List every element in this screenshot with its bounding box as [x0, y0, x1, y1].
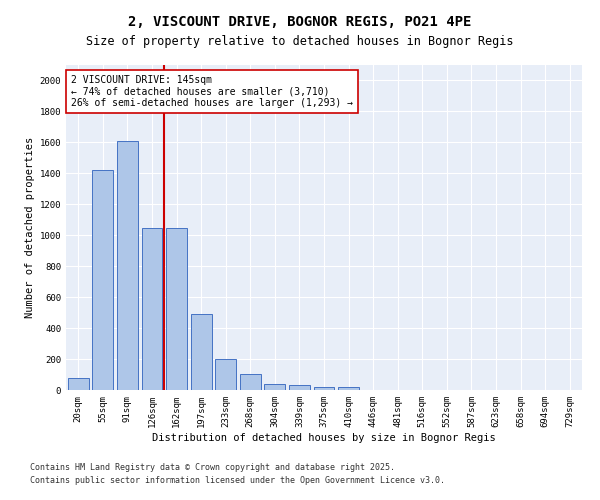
X-axis label: Distribution of detached houses by size in Bognor Regis: Distribution of detached houses by size … — [152, 432, 496, 442]
Bar — [289, 386, 310, 390]
Bar — [191, 314, 212, 390]
Text: Contains public sector information licensed under the Open Government Licence v3: Contains public sector information licen… — [30, 476, 445, 485]
Text: Contains HM Land Registry data © Crown copyright and database right 2025.: Contains HM Land Registry data © Crown c… — [30, 464, 395, 472]
Bar — [338, 387, 359, 390]
Bar — [142, 228, 163, 390]
Bar — [92, 170, 113, 390]
Text: 2 VISCOUNT DRIVE: 145sqm
← 74% of detached houses are smaller (3,710)
26% of sem: 2 VISCOUNT DRIVE: 145sqm ← 74% of detach… — [71, 74, 353, 108]
Bar — [215, 359, 236, 390]
Text: 2, VISCOUNT DRIVE, BOGNOR REGIS, PO21 4PE: 2, VISCOUNT DRIVE, BOGNOR REGIS, PO21 4P… — [128, 15, 472, 29]
Bar — [240, 374, 261, 390]
Bar — [117, 141, 138, 390]
Bar — [68, 378, 89, 390]
Bar — [166, 228, 187, 390]
Y-axis label: Number of detached properties: Number of detached properties — [25, 137, 35, 318]
Bar — [265, 384, 286, 390]
Bar — [314, 387, 334, 390]
Text: Size of property relative to detached houses in Bognor Regis: Size of property relative to detached ho… — [86, 35, 514, 48]
